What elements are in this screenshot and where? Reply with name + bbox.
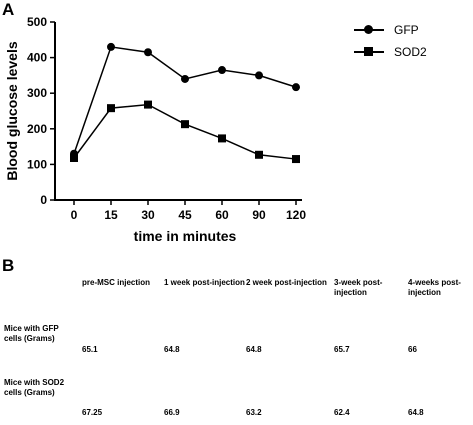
table-header-cell: 2 week post-injection (246, 278, 327, 287)
y-axis-label: Blood glucose levels (4, 41, 20, 180)
table-cell: 66 (408, 345, 417, 354)
glucose-line-chart: 0 100 200 300 400 500 0 15 30 45 60 90 120 time in mi… (4, 15, 306, 244)
table-cell: 66.9 (164, 408, 180, 417)
x-tick-label: 15 (104, 208, 118, 222)
table-header-cell: 3-week post-injection (334, 278, 383, 297)
x-tick-label: 120 (286, 208, 306, 222)
data-point-gfp (144, 48, 152, 57)
data-point-sod2 (181, 120, 189, 129)
data-point-sod2 (218, 134, 226, 143)
table-cell: 65.1 (82, 345, 98, 354)
data-point-gfp (107, 42, 115, 51)
table-cell: 64.8 (408, 408, 424, 417)
data-point-gfp (255, 71, 263, 80)
table-row: Mice with SOD2 cells (Grams) 67.25 66.9 … (4, 378, 473, 422)
y-tick-label: 400 (27, 51, 47, 65)
x-tick-label: 0 (71, 208, 78, 222)
legend-square-marker-icon (364, 47, 373, 56)
x-axis-label: time in minutes (134, 228, 237, 244)
row-label-gfp: Mice with GFP cells (Grams) (4, 324, 59, 343)
data-point-gfp (218, 66, 226, 75)
data-point-gfp (292, 83, 300, 92)
y-tick-label: 100 (27, 157, 47, 171)
x-tick-label: 60 (215, 208, 229, 222)
data-point-sod2 (144, 100, 152, 109)
data-point-sod2 (292, 155, 300, 164)
table-cell: 63.2 (246, 408, 262, 417)
y-tick-label: 300 (27, 86, 47, 100)
panel-label-a: A (2, 0, 15, 19)
series-line-gfp (73, 46, 297, 154)
legend-label-sod2: SOD2 (394, 45, 427, 59)
y-tick-label: 500 (27, 15, 47, 29)
table-cell: 64.8 (164, 345, 180, 354)
data-point-sod2 (107, 104, 115, 113)
table-cell: 65.7 (334, 345, 350, 354)
legend-item-sod2: SOD2 (352, 44, 462, 60)
table-header-row: pre-MSC injection 1 week post-injection … (4, 278, 473, 324)
table-cell: 62.4 (334, 408, 350, 417)
panel-label-b: B (2, 256, 15, 275)
table-header-cell: 4-weeks post-injection (408, 278, 461, 297)
table-cell: 67.25 (82, 408, 103, 417)
table-row: Mice with GFP cells (Grams) 65.1 64.8 64… (4, 324, 473, 378)
table-header-cell: pre-MSC injection (82, 278, 151, 287)
x-tick-label: 45 (178, 208, 192, 222)
chart-legend: GFP SOD2 (352, 22, 462, 72)
x-tick-label: 90 (252, 208, 266, 222)
table-header-cell (4, 278, 82, 324)
table-header-cell: 1 week post-injection (164, 278, 245, 287)
data-point-sod2 (255, 150, 263, 159)
row-label-sod2: Mice with SOD2 cells (Grams) (4, 378, 65, 397)
body-weight-table: pre-MSC injection 1 week post-injection … (4, 278, 473, 422)
data-point-sod2 (70, 153, 78, 162)
data-point-gfp (181, 74, 189, 83)
y-tick-label: 0 (40, 193, 47, 207)
y-tick-label: 200 (27, 122, 47, 136)
x-tick-label: 30 (141, 208, 155, 222)
legend-circle-marker-icon (364, 25, 373, 34)
legend-item-gfp: GFP (352, 22, 462, 38)
table-cell: 64.8 (246, 345, 262, 354)
legend-label-gfp: GFP (394, 23, 419, 37)
